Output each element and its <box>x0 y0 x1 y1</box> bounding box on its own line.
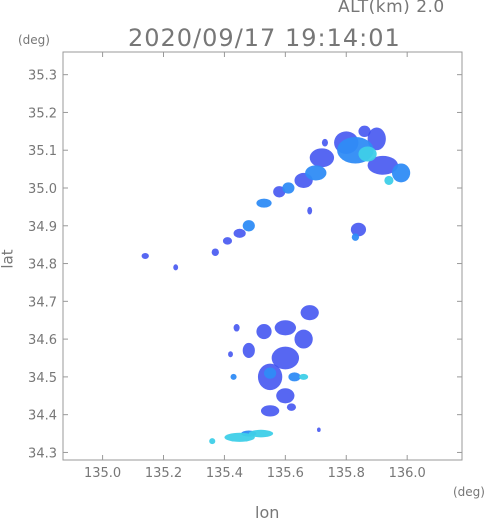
radar-echo-weak <box>273 186 286 198</box>
echo-layer <box>141 125 411 445</box>
x-tick-label: 135.2 <box>145 466 182 481</box>
radar-echo-weak <box>141 252 149 260</box>
radar-echo-weak <box>274 320 297 336</box>
radar-echo-strong <box>209 438 216 445</box>
radar-echo-moderate <box>256 198 272 208</box>
radar-echo-weak <box>233 324 240 332</box>
radar-echo-weak <box>271 346 300 370</box>
radar-echo-weak <box>242 342 255 359</box>
x-tick-label: 135.0 <box>84 466 121 481</box>
x-tick-label: 136.0 <box>389 466 426 481</box>
radar-echo-weak <box>300 305 319 321</box>
radar-echo-weak <box>294 329 313 349</box>
radar-echo-strong <box>358 146 377 162</box>
radar-echo-weak <box>276 388 295 404</box>
x-tick-label: 135.4 <box>206 466 243 481</box>
radar-echo-weak <box>228 351 233 358</box>
y-tick-label: 34.4 <box>28 409 57 424</box>
radar-echo-weak <box>222 237 233 245</box>
radar-echo-weak <box>256 324 272 340</box>
radar-echo-weak <box>350 222 367 237</box>
datetime-label: 2020/09/17 19:14:01 <box>128 24 401 52</box>
radar-echo-moderate <box>264 367 277 379</box>
radar-echo-strong <box>299 373 309 380</box>
radar-echo-weak <box>233 228 246 238</box>
altitude-label: ALT(km) 2.0 <box>338 0 445 17</box>
radar-echo-moderate <box>282 182 295 194</box>
radar-echo-weak <box>367 127 386 151</box>
radar-echo-moderate <box>288 372 301 382</box>
radar-echo-moderate <box>242 220 255 232</box>
radar-echo-weak <box>358 125 371 137</box>
radar-echo-weak <box>321 138 328 147</box>
y-tick-label: 35.0 <box>28 182 57 197</box>
radar-echo-moderate <box>391 163 411 183</box>
radar-echo-strong <box>384 175 394 185</box>
radar-echo-weak <box>309 148 335 168</box>
radar-echo-moderate <box>305 165 327 181</box>
x-tick-label: 135.8 <box>328 466 365 481</box>
y-tick-label: 34.9 <box>28 220 57 235</box>
radar-echo-weak <box>173 264 179 271</box>
radar-echo-weak <box>286 403 297 411</box>
x-unit-label: (deg) <box>453 485 485 499</box>
radar-echo-weak <box>260 405 280 417</box>
y-tick-label: 35.1 <box>28 144 57 159</box>
radar-echo-weak <box>317 427 321 433</box>
y-unit-label: (deg) <box>18 33 50 47</box>
y-tick-label: 35.2 <box>28 106 57 121</box>
y-tick-label: 35.3 <box>28 69 57 84</box>
x-tick-label: 135.6 <box>267 466 304 481</box>
radar-echo-weak <box>211 248 219 256</box>
y-tick-label: 34.7 <box>28 295 57 310</box>
plot-frame <box>62 51 463 461</box>
y-tick-label: 34.6 <box>28 333 57 348</box>
radar-echo-weak <box>307 206 313 215</box>
radar-echo-strong <box>248 429 274 438</box>
y-tick-label: 34.8 <box>28 258 57 273</box>
y-tick-label: 34.3 <box>28 446 57 461</box>
radar-echo-strong <box>224 432 255 442</box>
radar-echo-weak <box>367 155 399 175</box>
tick-layer: 135.0 135.2 135.4 135.6 135.8 136.0 34.3 34.4 34… <box>28 52 462 481</box>
x-axis-title: lon <box>255 503 280 522</box>
y-tick-label: 34.5 <box>28 371 57 386</box>
radar-echo-moderate <box>351 233 360 241</box>
radar-echo-moderate <box>230 373 237 380</box>
